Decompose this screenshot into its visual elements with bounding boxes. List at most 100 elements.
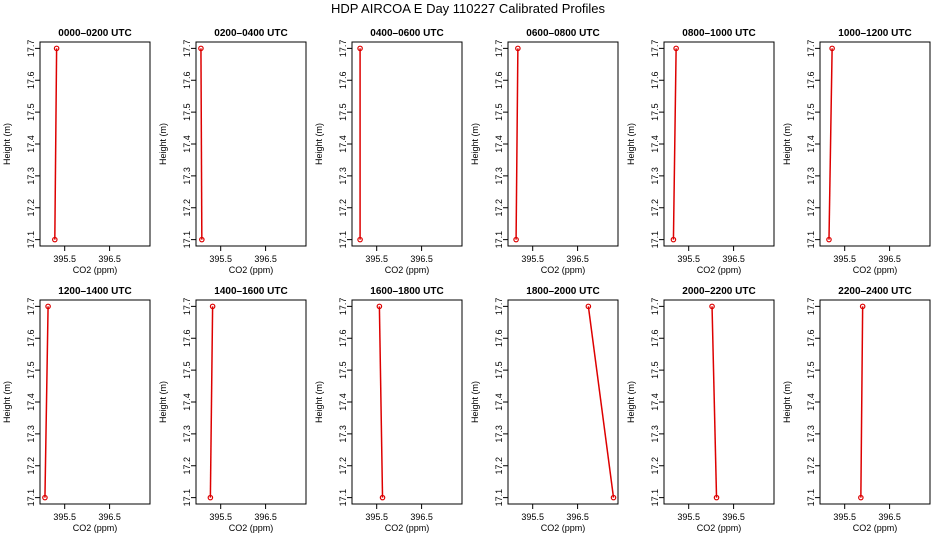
x-tick-label: 396.5: [722, 254, 745, 264]
y-tick-label: 17.3: [338, 167, 348, 185]
profile-point: [42, 494, 48, 501]
profile-point: [859, 303, 866, 310]
y-tick-label: 17.3: [182, 167, 192, 185]
y-axis-label: Height (m): [314, 381, 324, 423]
y-tick-label: 17.2: [806, 457, 816, 475]
x-tick-label: 395.5: [209, 512, 232, 522]
panel-title: 0000–0200 UTC: [58, 28, 131, 39]
panel-title: 0400–0600 UTC: [370, 28, 443, 39]
plot-frame: [507, 41, 619, 247]
y-tick-label: 17.2: [650, 457, 660, 475]
profile-point: [53, 45, 60, 52]
y-tick-label: 17.5: [494, 361, 504, 379]
profile-point: [515, 45, 521, 52]
y-tick-label: 17.3: [26, 425, 36, 443]
profile-line: [515, 48, 519, 240]
x-axis-label: CO2 (ppm): [229, 265, 274, 275]
y-tick-label: 17.3: [806, 167, 816, 185]
y-tick-label: 17.2: [494, 457, 504, 475]
panel-title: 0800–1000 UTC: [682, 28, 755, 39]
profile-point: [357, 236, 363, 243]
y-tick-label: 17.3: [494, 167, 504, 185]
y-tick-label: 17.6: [338, 329, 348, 347]
plot-frame: [39, 299, 151, 505]
y-tick-label: 17.4: [338, 135, 348, 153]
y-tick-label: 17.7: [182, 298, 192, 316]
y-axis-label: Height (m): [158, 381, 168, 423]
y-tick-label: 17.3: [338, 425, 348, 443]
y-tick-label: 17.2: [182, 199, 192, 217]
y-tick-label: 17.7: [806, 298, 816, 316]
x-axis-label: CO2 (ppm): [73, 523, 118, 533]
profile-point: [858, 494, 864, 501]
y-tick-label: 17.4: [26, 393, 36, 411]
x-axis-label: CO2 (ppm): [73, 265, 118, 275]
x-tick-label: 395.5: [53, 254, 76, 264]
plot-frame: [819, 41, 931, 247]
x-tick-label: 396.5: [254, 512, 277, 522]
profile-point: [52, 236, 58, 243]
profile-line: [200, 48, 203, 240]
y-axis-label: Height (m): [314, 123, 324, 165]
x-tick-label: 396.5: [254, 254, 277, 264]
y-tick-label: 17.7: [650, 298, 660, 316]
y-tick-label: 17.1: [806, 231, 816, 249]
y-axis-label: Height (m): [2, 381, 12, 423]
y-tick-label: 17.1: [650, 231, 660, 249]
y-tick-label: 17.5: [338, 103, 348, 121]
y-tick-label: 17.6: [806, 329, 816, 347]
y-axis-label: Height (m): [782, 381, 792, 423]
x-tick-label: 395.5: [53, 512, 76, 522]
panel-title: 1000–1200 UTC: [838, 28, 911, 39]
profile-point: [45, 303, 51, 310]
profile-line: [828, 48, 833, 240]
profile-point: [513, 236, 519, 243]
y-tick-label: 17.4: [338, 393, 348, 411]
plot-frame: [663, 299, 775, 505]
y-tick-label: 17.7: [338, 298, 348, 316]
y-tick-label: 17.4: [182, 393, 192, 411]
y-tick-label: 17.7: [182, 40, 192, 58]
y-tick-label: 17.6: [494, 329, 504, 347]
profile-line: [378, 306, 384, 498]
y-tick-label: 17.6: [26, 329, 36, 347]
y-axis-label: Height (m): [470, 123, 480, 165]
y-tick-label: 17.4: [494, 393, 504, 411]
profile-line: [587, 306, 615, 498]
profile-point: [829, 45, 835, 52]
x-axis-label: CO2 (ppm): [697, 523, 742, 533]
panel-title: 1800–2000 UTC: [526, 286, 599, 297]
y-tick-label: 17.4: [26, 135, 36, 153]
profile-point: [610, 494, 617, 501]
x-tick-label: 395.5: [365, 512, 388, 522]
y-tick-label: 17.5: [806, 103, 816, 121]
profile-point: [199, 236, 205, 243]
y-tick-label: 17.4: [650, 135, 660, 153]
y-tick-label: 17.1: [26, 231, 36, 249]
x-axis-label: CO2 (ppm): [229, 523, 274, 533]
x-tick-label: 396.5: [98, 512, 121, 522]
y-tick-label: 17.7: [26, 298, 36, 316]
x-tick-label: 395.5: [209, 254, 232, 264]
y-tick-label: 17.1: [494, 489, 504, 507]
x-tick-label: 396.5: [410, 254, 433, 264]
profile-point: [207, 494, 214, 501]
y-tick-label: 17.2: [494, 199, 504, 217]
y-tick-label: 17.5: [806, 361, 816, 379]
y-tick-label: 17.5: [338, 361, 348, 379]
y-tick-label: 17.6: [494, 71, 504, 89]
y-tick-label: 17.2: [26, 199, 36, 217]
y-tick-label: 17.5: [182, 103, 192, 121]
y-tick-label: 17.6: [650, 71, 660, 89]
profile-point: [673, 45, 679, 52]
x-axis-label: CO2 (ppm): [385, 265, 430, 275]
